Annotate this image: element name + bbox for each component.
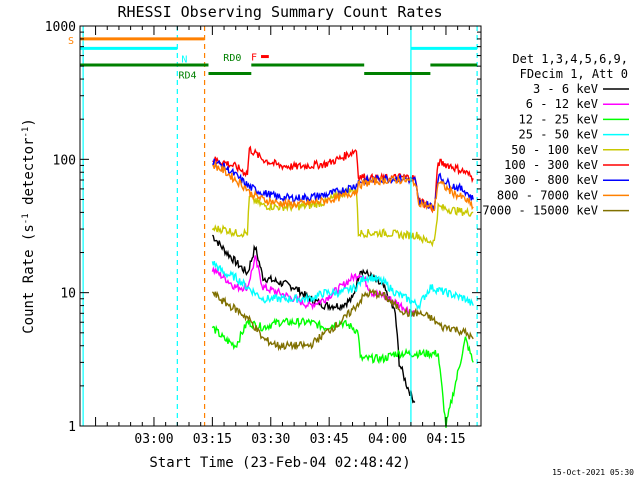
chart-title: RHESSI Observing Summary Count Rates bbox=[117, 3, 442, 21]
plot-area: S N RD4 RD0 F bbox=[68, 25, 482, 428]
y-label-superscript-2: -1 bbox=[21, 127, 31, 138]
legend-label-800-7000-kev: 800 - 7000 keV bbox=[497, 188, 598, 202]
plot-frame bbox=[79, 25, 482, 427]
x-tick-label-04-15: 04:15 bbox=[426, 432, 465, 447]
y-label-superscript-1: -1 bbox=[21, 213, 31, 224]
flag-bar-layer: S N RD4 RD0 F bbox=[68, 36, 478, 82]
flag-label-n: N bbox=[181, 54, 187, 65]
vertical-marker-layer bbox=[82, 26, 478, 426]
x-tick-label-03-30: 03:30 bbox=[251, 432, 290, 447]
y-tick-label-1000: 1000 bbox=[45, 20, 76, 35]
legend-label-12-25-kev: 12 - 25 keV bbox=[519, 112, 598, 126]
flag-label-rd0: RD0 bbox=[223, 53, 241, 64]
legend-label-300-800-kev: 300 - 800 keV bbox=[504, 173, 598, 187]
legend-header-line-2: FDecim 1, Att 0 bbox=[520, 67, 628, 81]
y-tick-label-10: 10 bbox=[60, 287, 76, 302]
flag-label-f: F bbox=[251, 53, 257, 64]
x-tick-label-04-00: 04:00 bbox=[368, 432, 407, 447]
x-tick-label-03-15: 03:15 bbox=[193, 432, 232, 447]
flag-label-rd4: RD4 bbox=[178, 71, 196, 82]
legend: Det 1,3,4,5,6,9, FDecim 1, Att 0 3 - 6 k… bbox=[482, 52, 629, 218]
y-tick-label-1: 1 bbox=[68, 420, 76, 435]
y-tick-label-100: 100 bbox=[53, 153, 76, 168]
series-layer bbox=[211, 145, 474, 428]
x-tick-label-03-45: 03:45 bbox=[310, 432, 349, 447]
legend-header-line-1: Det 1,3,4,5,6,9, bbox=[512, 52, 628, 66]
legend-label-6-12-kev: 6 - 12 keV bbox=[526, 97, 598, 111]
y-label-middle: detector bbox=[21, 138, 37, 214]
legend-label-50-100-kev: 50 - 100 keV bbox=[511, 143, 598, 157]
series-line-50-100-kev bbox=[211, 186, 474, 248]
flag-label-s: S bbox=[68, 36, 74, 47]
timestamp-footer: 15-Oct-2021 05:30 bbox=[552, 468, 634, 477]
x-tick-label-03-00: 03:00 bbox=[134, 432, 173, 447]
x-axis: 03:00 03:15 03:30 03:45 04:00 04:15 bbox=[95, 26, 470, 447]
legend-label-100-300-kev: 100 - 300 keV bbox=[504, 158, 598, 172]
legend-label-25-50-kev: 25 - 50 keV bbox=[519, 128, 598, 142]
x-axis-label: Start Time (23-Feb-04 02:48:42) bbox=[149, 455, 410, 471]
y-label-main: Count Rate (s bbox=[21, 224, 37, 334]
series-line-800-7000-kev bbox=[212, 160, 474, 212]
legend-label-3-6-kev: 3 - 6 keV bbox=[533, 82, 598, 96]
y-axis: 1 10 100 1000 bbox=[45, 20, 481, 435]
y-axis-label: Count Rate (s-1 detector-1) bbox=[21, 118, 37, 334]
legend-label-7000-15000-kev: 7000 - 15000 keV bbox=[482, 204, 598, 218]
series-line-7000-15000-kev bbox=[211, 287, 474, 352]
y-label-end: ) bbox=[21, 118, 37, 126]
series-line-25-50-kev bbox=[211, 260, 474, 311]
